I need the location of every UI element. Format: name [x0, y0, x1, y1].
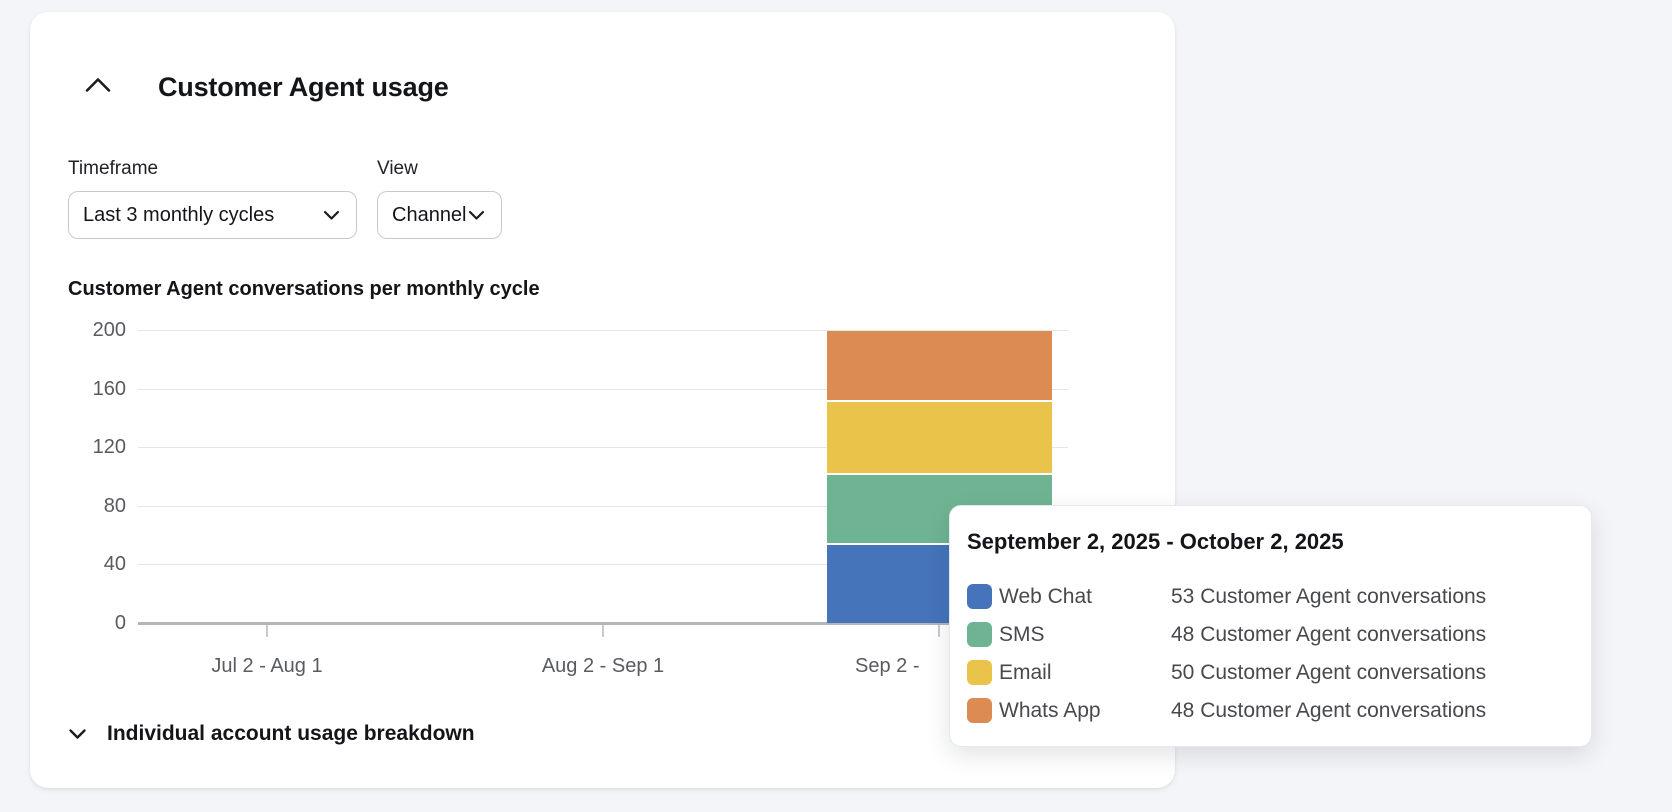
panel-title: Customer Agent usage: [158, 72, 449, 102]
chevron-down-icon: [468, 210, 485, 220]
y-tick-label: 80: [103, 494, 126, 517]
view-label: View: [377, 158, 418, 179]
x-axis-tick: [602, 625, 604, 637]
bar-segment-whats-app[interactable]: [826, 331, 1052, 402]
legend-label: Email: [999, 661, 1052, 684]
legend-swatch-whats-app: [967, 698, 992, 723]
bar-segment-email[interactable]: [826, 401, 1052, 476]
tooltip-row: SMS 48 Customer Agent conversations: [950, 616, 1591, 654]
legend-label: SMS: [999, 623, 1045, 646]
y-tick-label: 0: [114, 612, 126, 634]
y-tick-label: 200: [92, 319, 126, 341]
y-tick-label: 120: [92, 436, 126, 459]
tooltip-row: Web Chat 53 Customer Agent conversations: [950, 578, 1591, 616]
individual-account-usage-expander[interactable]: Individual account usage breakdown: [68, 716, 475, 752]
legend-swatch-sms: [967, 622, 992, 647]
legend-value: 53 Customer Agent conversations: [1171, 585, 1487, 608]
x-axis-label: Sep 2 -: [855, 655, 920, 677]
legend-value: 48 Customer Agent conversations: [1171, 699, 1487, 722]
chevron-down-icon: [68, 728, 87, 740]
x-axis-tick: [938, 625, 940, 637]
timeframe-label: Timeframe: [68, 158, 159, 179]
tooltip-row: Whats App 48 Customer Agent conversations: [950, 692, 1591, 730]
tooltip-date-range: September 2, 2025 - October 2, 2025: [967, 529, 1344, 554]
x-axis-tick: [266, 625, 268, 637]
legend-value: 50 Customer Agent conversations: [1171, 661, 1487, 684]
chart-title: Customer Agent conversations per monthly…: [68, 278, 540, 300]
timeframe-select[interactable]: Last 3 monthly cycles: [68, 191, 357, 239]
view-select[interactable]: Channel: [377, 191, 502, 239]
individual-account-usage-label: Individual account usage breakdown: [107, 722, 475, 745]
y-tick-label: 160: [92, 377, 126, 400]
customer-agent-usage-panel: Customer Agent usage Timeframe Last 3 mo…: [30, 12, 1175, 788]
legend-swatch-web-chat: [967, 584, 992, 609]
timeframe-selected-value: Last 3 monthly cycles: [83, 203, 275, 226]
legend-swatch-email: [967, 660, 992, 685]
legend-value: 48 Customer Agent conversations: [1171, 623, 1487, 646]
legend-label: Web Chat: [999, 585, 1092, 608]
view-selected-value: Channel: [392, 203, 467, 226]
chart-hover-tooltip: September 2, 2025 - October 2, 2025 Web …: [949, 505, 1592, 747]
x-axis-label: Aug 2 - Sep 1: [541, 655, 665, 677]
x-axis-label: Jul 2 - Aug 1: [211, 655, 323, 677]
tooltip-row: Email 50 Customer Agent conversations: [950, 654, 1591, 692]
legend-label: Whats App: [999, 699, 1101, 722]
collapse-panel-button[interactable]: [76, 68, 120, 102]
chevron-up-icon: [84, 77, 112, 93]
y-tick-label: 40: [103, 553, 126, 576]
chevron-down-icon: [323, 210, 340, 220]
